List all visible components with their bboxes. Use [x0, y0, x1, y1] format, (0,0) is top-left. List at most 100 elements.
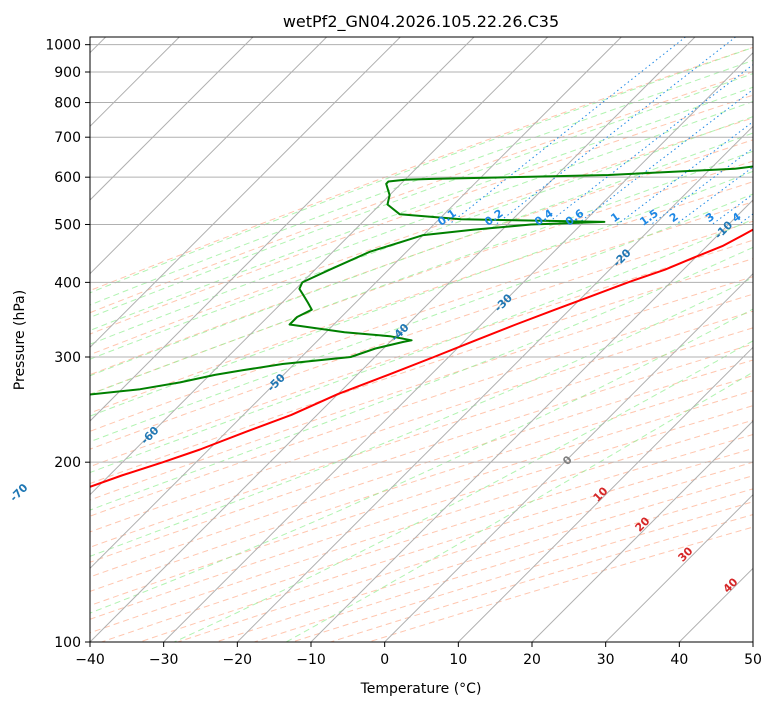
mixing-ratio-line: [738, 213, 753, 225]
moist-adiabat: [90, 170, 753, 417]
chart-title: wetPf2_GN04.2026.105.22.26.C35: [283, 12, 559, 32]
isotherm: [90, 37, 549, 496]
y-tick-label: 400: [54, 275, 81, 291]
y-axis-ticks: 100 200 300 400 500 600 700 800 900 1000: [45, 38, 90, 651]
mixing-ratio-line: [576, 88, 753, 225]
dry-adiabat: [90, 139, 753, 376]
dry-adiabat: [90, 71, 753, 314]
dry-adiabat: [90, 375, 753, 592]
moist-adiabat-label: 30: [676, 544, 696, 564]
isotherm: [90, 37, 401, 349]
y-tick-label: 600: [54, 170, 81, 186]
dry-adiabat: [90, 239, 753, 468]
moist-adiabat: [90, 150, 753, 395]
dry-adiabat: [90, 293, 753, 517]
x-tick-label: −10: [296, 652, 326, 668]
x-tick-label: 0: [380, 652, 389, 668]
dry-adiabat: [90, 160, 753, 395]
mixing-ratio-line: [675, 166, 753, 225]
dewpoint-line: [90, 165, 753, 396]
plot-frame: [89, 36, 754, 643]
moist-adiabat: [285, 371, 753, 642]
mixing-ratio-line: [616, 121, 753, 225]
y-tick-label: 900: [54, 65, 81, 81]
x-axis-ticks: −40 −30 −20 −10 0 10 20 30 40 50: [75, 642, 762, 668]
series-layer: [90, 165, 753, 488]
dry-adiabat: [90, 220, 753, 450]
dry-adiabat: [90, 343, 753, 563]
isotherm: [457, 346, 753, 642]
x-tick-label: 40: [670, 652, 688, 668]
dry-adiabat: [90, 419, 753, 634]
temperature-line: [90, 228, 753, 488]
moist-adiabat: [90, 246, 753, 511]
isotherm-label: -70: [7, 481, 30, 504]
x-axis-label: Temperature (°C): [360, 681, 482, 697]
dry-adiabat: [90, 359, 753, 578]
isotherm: [90, 37, 328, 275]
line-labels: 0.10.20.40.611.5234-100-90-80-70-60-50-4…: [7, 207, 743, 596]
x-tick-label: −40: [75, 652, 105, 668]
moist-adiabat: [90, 86, 753, 332]
moist-adiabat: [90, 193, 753, 443]
dry-adiabat: [90, 258, 753, 485]
dry-adiabat: [90, 181, 753, 414]
mixing-ratio-line: [545, 64, 753, 225]
y-axis-label: Pressure (hPa): [12, 290, 28, 390]
x-tick-label: −30: [149, 652, 179, 668]
dry-adiabat: [90, 201, 753, 432]
x-tick-label: 10: [449, 652, 467, 668]
mixing-ratio-label: 0.2: [482, 207, 505, 229]
y-tick-label: 100: [54, 635, 81, 651]
mixing-ratio-line: [448, 37, 686, 225]
moist-adiabat: [90, 100, 753, 345]
dry-adiabat: [90, 390, 753, 607]
isotherm: [163, 51, 753, 642]
y-tick-label: 500: [54, 217, 81, 233]
mixing-ratio-label: 0.6: [563, 207, 587, 229]
isotherm: [605, 493, 753, 642]
dry-adiabat: [101, 433, 753, 642]
dry-adiabat: [90, 327, 753, 548]
dry-adiabat: [90, 117, 753, 356]
moist-adiabat: [90, 218, 753, 474]
mixing-ratio-label: 1: [608, 210, 622, 225]
moist-adiabat-label: 10: [591, 484, 611, 504]
moist-adiabat-label: 0: [560, 453, 575, 468]
moist-adiabat: [90, 73, 753, 318]
isotherm: [90, 37, 475, 422]
dry-adiabat: [90, 94, 753, 335]
x-tick-label: 20: [523, 652, 541, 668]
y-tick-label: 200: [54, 455, 81, 471]
x-tick-label: 50: [744, 652, 762, 668]
y-tick-label: 700: [54, 130, 81, 146]
moist-adiabat-label: 40: [721, 575, 741, 595]
isotherm: [310, 199, 753, 642]
moist-adiabat: [90, 46, 753, 294]
moist-adiabat: [90, 132, 753, 377]
y-tick-label: 300: [54, 350, 81, 366]
background-lines: [90, 37, 753, 642]
moist-adiabat: [90, 59, 753, 306]
moist-adiabat: [90, 116, 753, 360]
dry-adiabat: [90, 46, 753, 292]
dry-adiabat: [90, 310, 753, 533]
mixing-ratio-label: 3: [703, 210, 717, 225]
isotherm: [531, 420, 753, 642]
mixing-ratio-line: [650, 147, 753, 225]
isotherm: [678, 567, 753, 642]
mixing-ratio-label: 0.1: [435, 207, 458, 229]
isotherm: [236, 125, 753, 642]
x-tick-label: 30: [597, 652, 615, 668]
y-tick-label: 800: [54, 96, 81, 112]
isotherm: [90, 37, 696, 642]
moist-adiabat: [90, 277, 753, 557]
dry-adiabat: [292, 501, 753, 642]
isotherm: [384, 272, 753, 642]
isotherm: [90, 37, 254, 201]
dry-adiabat: [90, 276, 753, 501]
y-tick-label: 1000: [45, 38, 81, 54]
x-tick-label: −20: [223, 652, 253, 668]
isotherm: [90, 37, 622, 570]
